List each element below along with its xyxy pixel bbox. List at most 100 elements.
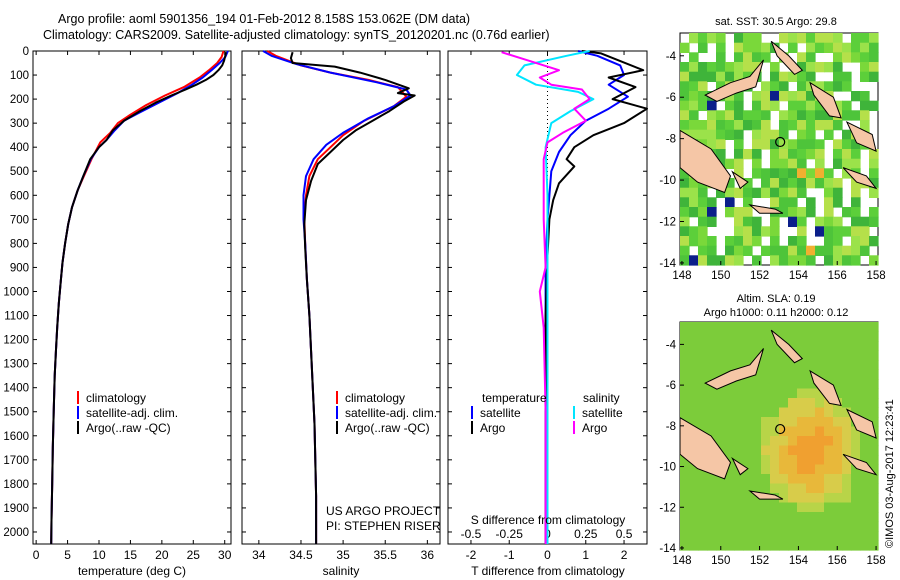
map-cell — [743, 426, 753, 437]
map-cell — [806, 521, 816, 532]
coastline — [731, 456, 749, 476]
map-cell — [716, 426, 726, 437]
map-cell — [716, 474, 726, 485]
map-cell — [716, 407, 726, 418]
map-cell — [734, 350, 744, 361]
map-cell — [707, 255, 717, 266]
map-cell — [833, 493, 843, 504]
map-cell — [743, 483, 753, 494]
y-tick-label: 900 — [10, 262, 29, 274]
map-cell — [761, 531, 771, 542]
legend-sal-satellite-label: satellite — [582, 406, 623, 420]
x-tick-label: 154 — [789, 555, 809, 567]
map-cell — [689, 369, 699, 380]
map-cell — [734, 331, 744, 342]
map-cell — [869, 100, 879, 111]
map-cell — [734, 149, 744, 160]
map-cell — [860, 388, 870, 399]
map-cell — [788, 455, 798, 466]
map-cell — [860, 502, 870, 513]
x-tick-label-salinity: 0.5 — [616, 527, 633, 541]
legend-satellite-label: satellite-adj. clim. — [345, 406, 437, 420]
map-cell — [833, 483, 843, 494]
map-cell — [860, 341, 870, 352]
map-cell — [869, 33, 879, 44]
map-cell — [860, 245, 870, 256]
map-cell — [734, 71, 744, 82]
map-cell — [815, 149, 825, 160]
map-cell — [725, 493, 735, 504]
temperature-xlabel: temperature (deg C) — [78, 564, 186, 578]
map-cell — [833, 350, 843, 361]
map-cell — [806, 52, 816, 63]
salinity-legend: climatology satellite-adj. clim. Argo(..… — [336, 391, 437, 435]
map-cell — [842, 398, 852, 409]
map-cell — [725, 62, 735, 73]
map-cell — [869, 255, 879, 266]
map-cell — [725, 426, 735, 437]
map-cell — [770, 158, 780, 169]
map-cell — [788, 369, 798, 380]
map-cell — [815, 436, 825, 447]
map-cell — [734, 502, 744, 513]
map-cell — [806, 417, 816, 428]
map-cell — [833, 226, 843, 237]
map-cell — [851, 158, 861, 169]
map-cell — [797, 120, 807, 131]
map-cell — [734, 91, 744, 102]
map-cell — [734, 341, 744, 352]
map-cell — [698, 331, 708, 342]
map-cell — [698, 197, 708, 208]
map-cell — [788, 42, 798, 53]
map-cell — [752, 531, 762, 542]
map-cell — [770, 540, 780, 551]
map-cell — [698, 398, 708, 409]
map-cell — [752, 139, 762, 150]
map-cell — [824, 512, 834, 523]
map-cell — [851, 379, 861, 390]
map-cell — [725, 455, 735, 466]
map-cell — [725, 398, 735, 409]
map-cell — [761, 407, 771, 418]
map-cell — [779, 168, 789, 179]
profile-location-marker — [775, 136, 786, 148]
figure-title-line1: Argo profile: aoml 5901356_194 01-Feb-20… — [58, 12, 471, 26]
map-cell — [680, 341, 690, 352]
y-tick-label: -12 — [659, 217, 676, 229]
map-cell — [770, 168, 780, 179]
sst-map-title: sat. SST: 30.5 Argo: 29.8 — [715, 16, 837, 28]
x-tick-label-salinity: -0.5 — [461, 527, 482, 541]
map-cell — [815, 331, 825, 342]
map-cell — [842, 226, 852, 237]
map-cell — [851, 369, 861, 380]
map-cell — [797, 360, 807, 371]
map-cell — [869, 474, 879, 485]
map-cell — [743, 245, 753, 256]
map-cell — [869, 42, 879, 53]
map-cell — [734, 129, 744, 140]
map-cell — [716, 42, 726, 53]
map-cell — [869, 445, 879, 456]
map-cell — [815, 388, 825, 399]
coastline — [679, 416, 732, 480]
map-cell — [707, 331, 717, 342]
map-cell — [752, 158, 762, 169]
map-cell — [851, 360, 861, 371]
map-cell — [779, 502, 789, 513]
map-cell — [752, 110, 762, 121]
map-cell — [716, 33, 726, 44]
x-tick-label: 15 — [124, 548, 138, 562]
map-cell — [761, 81, 771, 92]
map-cell — [779, 369, 789, 380]
map-cell — [824, 350, 834, 361]
map-cell — [806, 71, 816, 82]
map-cell — [833, 216, 843, 227]
map-cell — [797, 388, 807, 399]
map-cell — [815, 110, 825, 121]
map-cell — [689, 62, 699, 73]
map-cell — [743, 350, 753, 361]
map-cell — [797, 521, 807, 532]
map-cell — [851, 216, 861, 227]
map-cell — [734, 455, 744, 466]
map-cell — [869, 540, 879, 551]
